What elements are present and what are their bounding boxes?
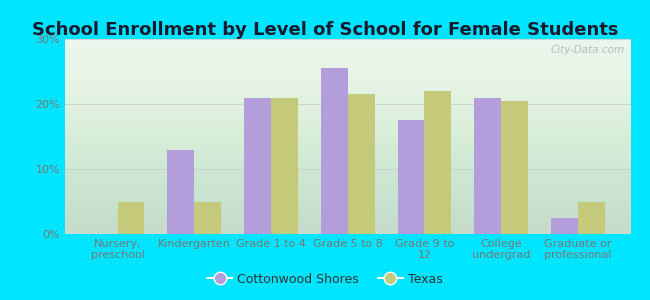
Bar bbox=[321, 68, 348, 234]
Bar bbox=[578, 202, 604, 234]
Legend: Cottonwood Shores, Texas: Cottonwood Shores, Texas bbox=[202, 268, 448, 291]
Text: School Enrollment by Level of School for Female Students: School Enrollment by Level of School for… bbox=[32, 21, 618, 39]
Bar bbox=[551, 218, 578, 234]
Bar bbox=[474, 98, 501, 234]
Bar bbox=[168, 149, 194, 234]
Bar bbox=[118, 202, 144, 234]
Bar bbox=[244, 98, 271, 234]
Bar bbox=[501, 101, 528, 234]
Bar bbox=[424, 91, 451, 234]
Bar bbox=[398, 120, 424, 234]
Bar bbox=[348, 94, 374, 234]
Text: City-Data.com: City-Data.com bbox=[551, 45, 625, 55]
Bar bbox=[194, 202, 221, 234]
Bar bbox=[271, 98, 298, 234]
